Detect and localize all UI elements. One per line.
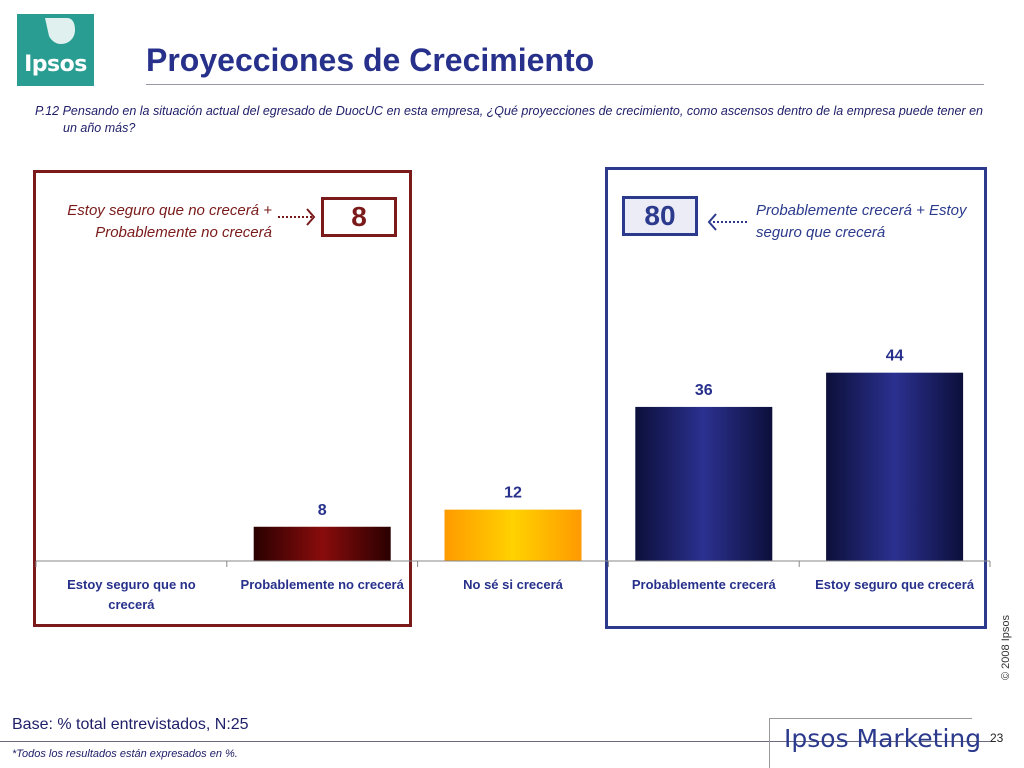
category-label: Probablemente crecerá	[632, 577, 777, 592]
title-divider	[146, 84, 984, 85]
category-label: Estoy seguro que crecerá	[815, 577, 975, 592]
bar	[635, 406, 773, 561]
page-number: 23	[990, 731, 1004, 745]
negative-sum-box: 8	[321, 197, 397, 237]
ipsos-logo: Ipsos	[17, 14, 94, 86]
profile-icon	[45, 18, 75, 44]
bar-chart: 8 12 36 44 Estoy seguro que no crecerá Probab…	[35, 208, 991, 612]
copyright-text: © 2008 Ipsos	[1000, 615, 1012, 680]
question-text: P.12 Pensando en la situación actual del…	[35, 104, 983, 135]
category-label: Estoy seguro que no crecerá	[67, 577, 196, 612]
category-label: Probablemente no crecerá	[241, 577, 405, 592]
positive-arrow-icon	[707, 213, 748, 231]
logo-text: Ipsos	[24, 52, 87, 77]
positive-group-frame	[605, 167, 987, 629]
base-text: Base: % total entrevistados, N:25	[12, 716, 249, 733]
bar	[826, 372, 964, 561]
x-axis-ticks	[35, 561, 991, 567]
footnote-text: *Todos los resultados están expresados e…	[12, 748, 238, 760]
positive-group-label: Probablemente crecerá + Estoy seguro que…	[756, 202, 967, 241]
brand-frame	[769, 718, 972, 768]
category-label: No sé si crecerá	[463, 577, 564, 592]
data-label: 44	[886, 348, 904, 365]
negative-group-frame	[33, 170, 412, 627]
negative-group-label: Estoy seguro que no crecerá + Probableme…	[67, 202, 272, 241]
footer-divider	[0, 741, 995, 742]
data-label: 12	[504, 485, 522, 502]
page-title: Proyecciones de Crecimiento	[146, 42, 595, 78]
brand-name: Ipsos Marketing	[784, 724, 982, 753]
category-labels-group: Estoy seguro que no crecerá Probablemente …	[67, 577, 975, 612]
bar	[444, 509, 582, 561]
positive-sum-box: 80	[622, 196, 698, 236]
data-label: 36	[695, 382, 713, 399]
bar	[253, 526, 391, 561]
bars-group	[253, 372, 964, 561]
data-label: 8	[318, 502, 327, 519]
value-labels-group: 8 12 36 44	[318, 348, 904, 519]
negative-arrow-icon	[278, 208, 316, 226]
